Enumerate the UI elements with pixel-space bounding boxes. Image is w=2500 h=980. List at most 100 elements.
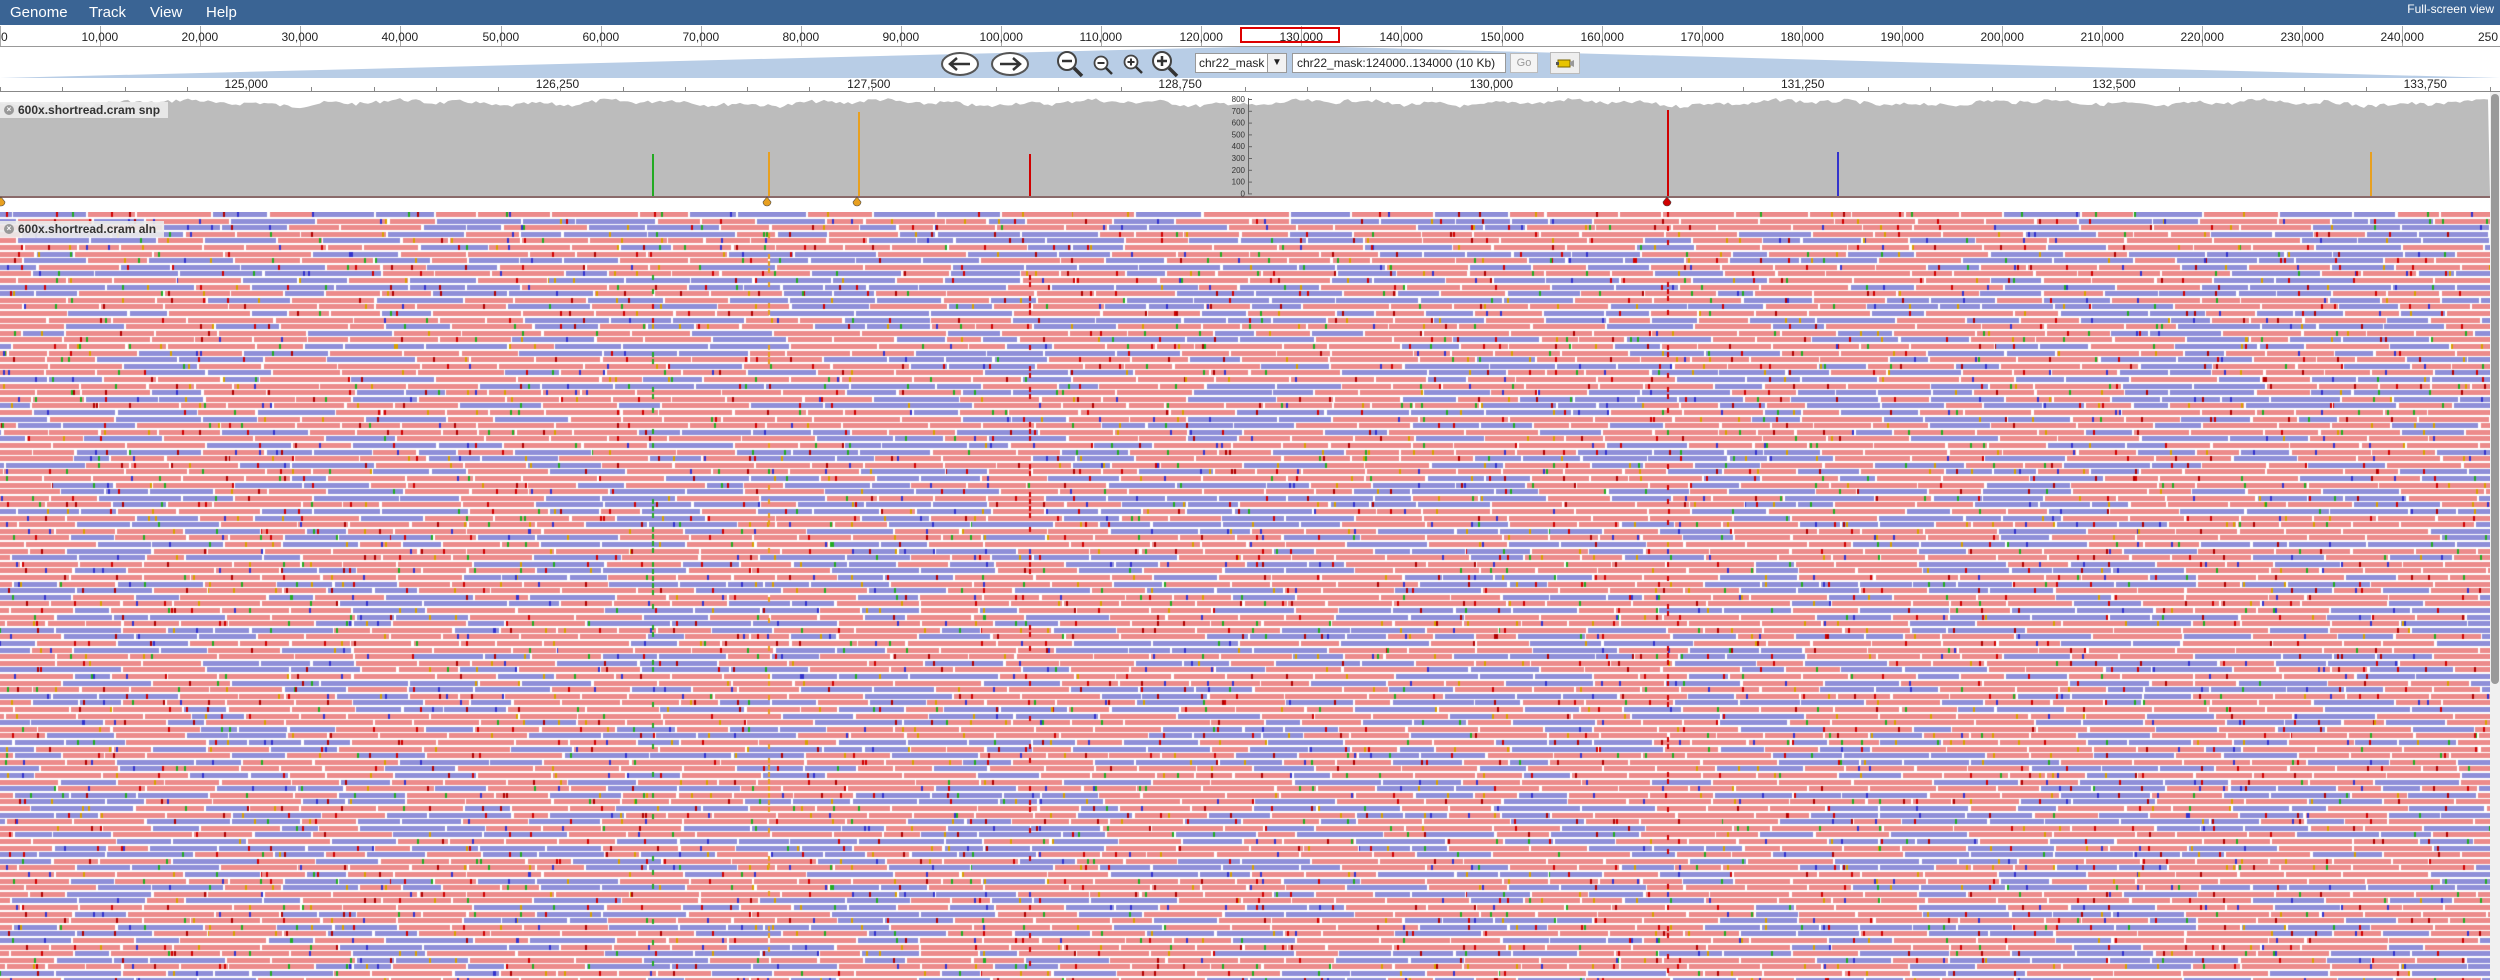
location-input[interactable] — [1292, 53, 1506, 73]
overview-tick-label: 90,000 — [882, 30, 920, 44]
detail-tick — [1868, 87, 1869, 92]
zoom-out-large-icon[interactable] — [1055, 49, 1085, 79]
detail-tick — [809, 87, 810, 92]
snp-line[interactable] — [1029, 154, 1031, 196]
coverage-y-tick — [1248, 181, 1252, 183]
overview-tick — [1802, 26, 1803, 46]
detail-tick — [934, 87, 935, 92]
coverage-y-tick-label: 200 — [1232, 166, 1246, 175]
arrow-right-icon[interactable] — [990, 51, 1030, 77]
detail-tick — [1432, 87, 1433, 92]
snp-line[interactable] — [1667, 110, 1669, 196]
detail-tick — [311, 87, 312, 92]
overview-region-highlight[interactable] — [1240, 27, 1340, 43]
detail-tick — [498, 87, 499, 92]
detail-tick — [187, 87, 188, 92]
overview-tick — [1902, 26, 1903, 46]
arrow-left-icon[interactable] — [940, 51, 980, 77]
snp-track-label[interactable]: × 600x.shortread.cram snp — [0, 102, 169, 118]
overview-tick-label: 220,000 — [2180, 30, 2224, 44]
overview-tick — [400, 26, 401, 46]
coverage-y-tick — [1248, 99, 1252, 100]
snp-marker[interactable] — [762, 196, 772, 207]
overview-tick — [601, 26, 602, 46]
close-icon[interactable]: × — [4, 105, 14, 115]
detail-tick-label: 125,000 — [224, 77, 268, 91]
detail-tick — [1992, 87, 1993, 92]
detail-tick — [2179, 87, 2180, 92]
detail-tick — [1930, 87, 1931, 92]
snp-line[interactable] — [1837, 152, 1839, 196]
snp-line[interactable] — [768, 152, 770, 196]
coverage-y-tick-label: 0 — [1241, 189, 1246, 198]
detail-tick-label: 133,750 — [2403, 77, 2447, 91]
coverage-y-tick-label: 600 — [1232, 119, 1246, 128]
overview-tick-label: 150,000 — [1480, 30, 1524, 44]
overview-tick-label: 40,000 — [381, 30, 419, 44]
alignments-track[interactable]: × 600x.shortread.cram aln — [0, 212, 2490, 980]
coverage-y-tick — [1248, 134, 1252, 136]
snp-marker[interactable] — [1662, 196, 1672, 207]
detail-tick — [2490, 87, 2491, 92]
zoom-in-large-icon[interactable] — [1150, 49, 1180, 79]
detail-tick — [1806, 87, 1807, 92]
navigation-bar: chr22_mask ▼ Go — [0, 47, 2500, 89]
detail-tick — [1557, 87, 1558, 92]
overview-tick — [0, 26, 1, 46]
menu-view[interactable]: View — [150, 4, 183, 21]
overview-ruler[interactable]: 0 10,000 20,000 30,000 40,000 50,000 60,000 70,… — [0, 26, 2500, 47]
overview-tick-label: 190,000 — [1880, 30, 1924, 44]
overview-tick-label: 180,000 — [1780, 30, 1824, 44]
detail-tick — [872, 87, 873, 92]
overview-tick — [2402, 26, 2403, 46]
detail-tick — [374, 87, 375, 92]
overview-tick — [1201, 26, 1202, 46]
fullscreen-link[interactable]: Full-screen view — [2407, 2, 2494, 16]
detail-tick — [125, 87, 126, 92]
overview-tick-label: 0 — [1, 30, 8, 44]
overview-tick-label: 110,000 — [1079, 30, 1123, 44]
detail-tick-label: 132,500 — [2092, 77, 2136, 91]
detail-tick-label: 126,250 — [535, 77, 580, 91]
zoom-out-icon[interactable] — [1092, 54, 1114, 76]
overview-tick-label: 20,000 — [181, 30, 219, 44]
overview-tick — [1001, 26, 1002, 46]
snp-coverage-track[interactable]: 800 700 600 500 400 300 200 100 0 × 600x.shortre… — [0, 92, 2490, 212]
vertical-scrollbar[interactable] — [2490, 92, 2500, 980]
aln-track-label[interactable]: × 600x.shortread.cram aln — [0, 221, 165, 237]
menu-bar: Genome Track View Help Full-screen view — [0, 0, 2500, 25]
overview-tick-label: 210,000 — [2080, 30, 2124, 44]
scrollbar-thumb[interactable] — [2491, 94, 2499, 684]
chevron-down-icon: ▼ — [1267, 54, 1286, 72]
coverage-y-tick-label: 800 — [1232, 95, 1246, 104]
zoom-in-icon[interactable] — [1122, 53, 1144, 75]
track-area[interactable]: 800 700 600 500 400 300 200 100 0 × 600x.shortre… — [0, 92, 2490, 980]
detail-tick — [249, 87, 250, 92]
reference-sequence-select[interactable]: chr22_mask ▼ — [1195, 53, 1287, 73]
coverage-plot: 800 700 600 500 400 300 200 100 0 — [0, 95, 2490, 207]
menu-genome[interactable]: Genome — [10, 4, 68, 21]
coverage-y-axis — [1248, 98, 1249, 194]
detail-tick — [996, 87, 997, 92]
menu-help[interactable]: Help — [206, 4, 237, 21]
highlighter-icon[interactable] — [1550, 52, 1580, 74]
detail-tick — [2366, 87, 2367, 92]
menu-track[interactable]: Track — [89, 4, 126, 21]
snp-marker[interactable] — [0, 196, 6, 207]
snp-marker[interactable] — [852, 196, 862, 207]
snp-line[interactable] — [858, 112, 860, 196]
close-icon[interactable]: × — [4, 224, 14, 234]
go-button[interactable]: Go — [1510, 53, 1538, 73]
overview-tick-label: 60,000 — [582, 30, 620, 44]
coverage-y-tick — [1248, 146, 1252, 148]
overview-tick — [2202, 26, 2203, 46]
coverage-y-tick-label: 100 — [1232, 178, 1246, 187]
overview-tick-label: 70,000 — [682, 30, 720, 44]
snp-track-name: 600x.shortread.cram snp — [18, 103, 161, 117]
detail-tick-label: 131,250 — [1781, 77, 1825, 91]
coverage-y-tick — [1248, 122, 1252, 124]
snp-line[interactable] — [2370, 152, 2372, 196]
snp-line[interactable] — [652, 154, 654, 196]
detail-tick — [1058, 87, 1059, 92]
overview-tick — [1401, 26, 1402, 46]
